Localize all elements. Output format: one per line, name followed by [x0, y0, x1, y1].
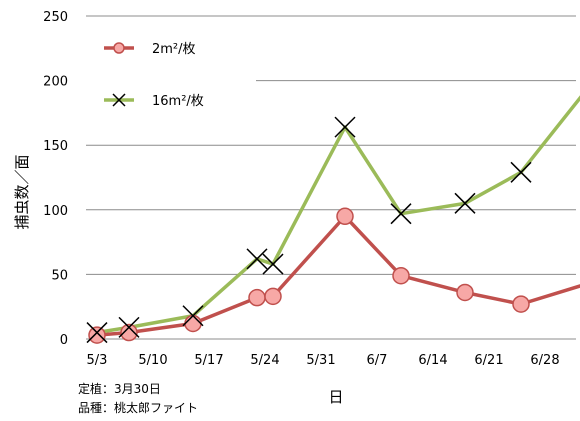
point-s1-4	[262, 253, 284, 275]
point-s0-1	[120, 323, 138, 342]
x-tick-6-7: 6/7	[367, 353, 388, 368]
point-s1-8	[510, 161, 532, 183]
x-stroke	[390, 203, 412, 225]
point-s0-7	[456, 283, 474, 302]
point-s0-8	[512, 295, 530, 313]
x-tick-5-10: 5/10	[138, 353, 167, 368]
x-tick-6-14: 6/14	[418, 353, 447, 368]
x-stroke	[262, 253, 284, 275]
x-stroke	[246, 248, 268, 270]
legend-label-0: 2m²/枚	[152, 42, 196, 57]
x-tick-5-17: 5/17	[194, 353, 223, 368]
legend-label-1: 16m²/枚	[152, 94, 204, 109]
x-axis-ticks: 5/3 5/10 5/17 5/24 5/31 6/7 6/14 6/21 6/28	[87, 353, 560, 368]
point-s1-0	[86, 322, 108, 344]
y-tick-100: 100	[43, 204, 68, 219]
series-line-0	[96, 214, 580, 337]
x-tick-5-31: 5/31	[306, 353, 335, 368]
y-axis-title: 捕虫数／面	[13, 154, 31, 229]
point-s1-7	[454, 192, 476, 214]
x-stroke	[182, 305, 204, 327]
point-s0-5	[336, 207, 354, 226]
series-lines	[86, 95, 580, 344]
point-s1-3	[246, 248, 268, 270]
legend-marker-1	[112, 93, 126, 107]
note-planting-date: 定植：3月30日	[78, 381, 161, 396]
y-tick-0: 0	[60, 333, 68, 348]
x-stroke	[510, 161, 532, 183]
y-tick-250: 250	[43, 10, 68, 25]
series-line-1	[96, 95, 580, 335]
point-s1-5	[334, 116, 356, 138]
x-tick-5-24: 5/24	[250, 353, 279, 368]
y-tick-50: 50	[51, 268, 68, 283]
x-stroke	[118, 316, 140, 338]
point-s1-1	[118, 316, 140, 338]
x-stroke	[454, 192, 476, 214]
y-tick-200: 200	[43, 75, 68, 90]
x-tick-6-21: 6/21	[474, 353, 503, 368]
x-tick-5-3: 5/3	[87, 353, 108, 368]
x-axis-title: 日	[328, 388, 343, 406]
x-stroke	[86, 322, 108, 344]
legend: 2m²/枚 16m²/枚	[104, 42, 204, 109]
point-s0-6	[392, 266, 410, 285]
y-axis-ticks: 0 50 100 150 200 250	[43, 10, 68, 348]
point-s0-4	[264, 287, 282, 306]
point-s1-6	[390, 203, 412, 225]
x-tick-6-28: 6/28	[530, 353, 559, 368]
point-s1-2	[182, 305, 204, 327]
y-tick-150: 150	[43, 139, 68, 154]
legend-marker-0	[113, 42, 125, 54]
point-s0-0	[88, 326, 106, 344]
point-s0-3	[248, 288, 266, 307]
point-s0-2	[184, 314, 202, 333]
note-variety: 品種：桃太郎ファイト	[78, 400, 198, 415]
x-stroke	[112, 93, 126, 107]
gridlines	[86, 15, 576, 340]
x-stroke	[334, 116, 356, 138]
